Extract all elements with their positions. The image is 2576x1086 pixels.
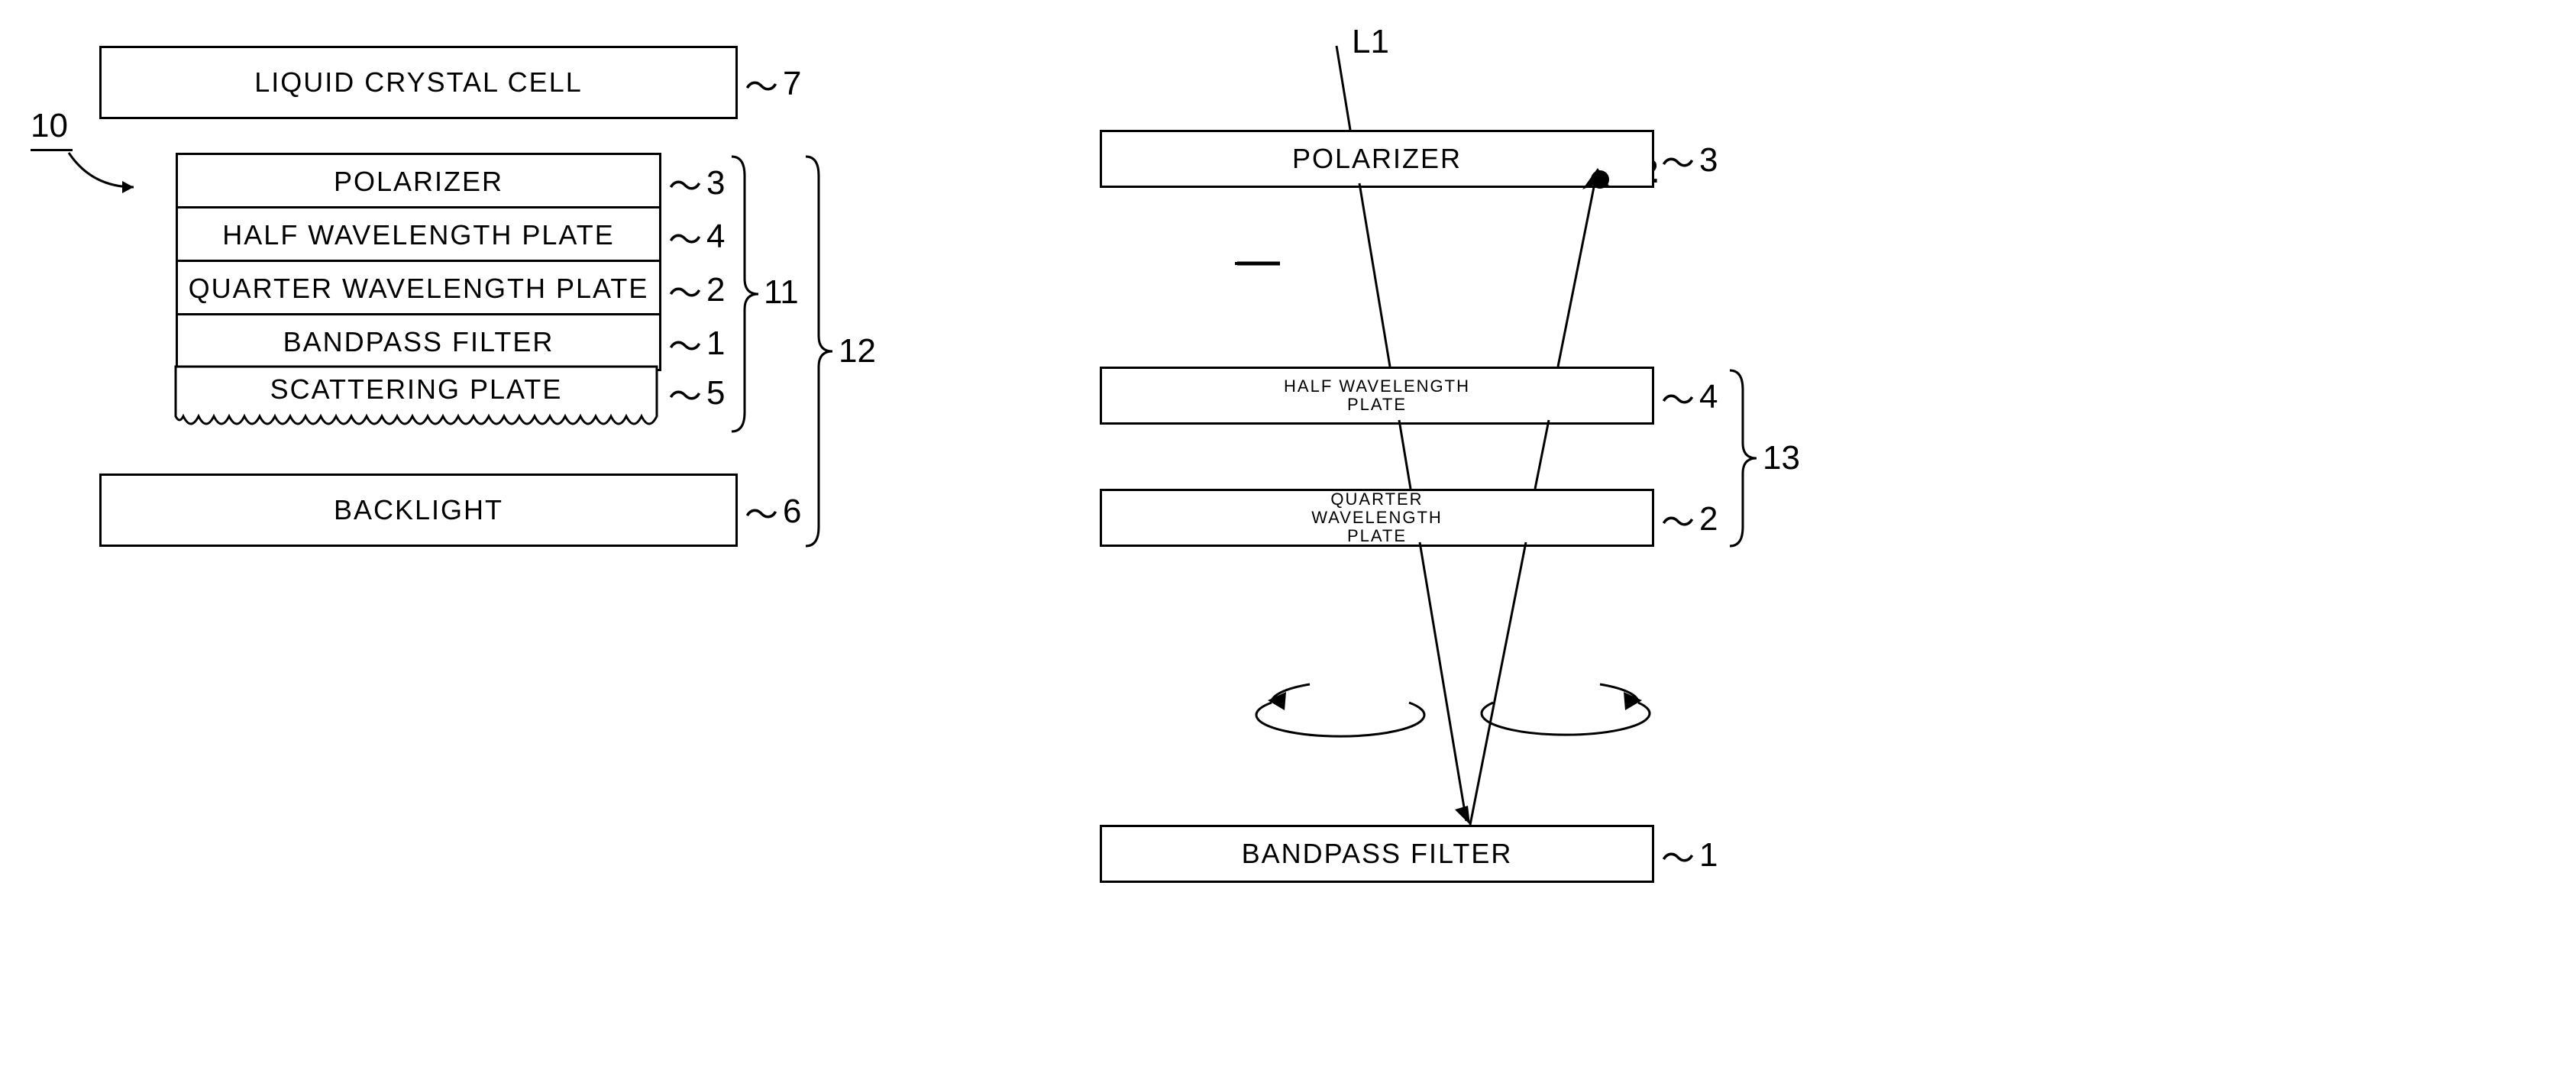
ref-4: 4 bbox=[706, 218, 725, 256]
ref-5: 5 bbox=[706, 374, 725, 412]
layer-label: LIQUID CRYSTAL CELL bbox=[254, 66, 582, 99]
layer-scattering: SCATTERING PLATE bbox=[176, 367, 657, 420]
layer-polarizer: POLARIZER bbox=[176, 153, 661, 211]
layer-label: BANDPASS FILTER bbox=[283, 326, 554, 358]
ref-2: 2 bbox=[706, 271, 725, 309]
ref-10-arrow bbox=[61, 137, 153, 199]
ref-1: 1 bbox=[706, 325, 725, 363]
page: 10 LIQUID CRYSTAL CELL 〜 7 POLARIZER 〜 3… bbox=[31, 31, 2545, 1023]
layer-backlight: BACKLIGHT bbox=[99, 474, 738, 547]
polarization-marker bbox=[1008, 31, 1848, 909]
left-figure: 10 LIQUID CRYSTAL CELL 〜 7 POLARIZER 〜 3… bbox=[31, 31, 871, 756]
layer-bandpass: BANDPASS FILTER bbox=[176, 313, 661, 371]
layer-label: QUARTER WAVELENGTH PLATE bbox=[189, 273, 649, 305]
layer-label: SCATTERING PLATE bbox=[176, 367, 657, 412]
ref-11: 11 bbox=[764, 273, 799, 312]
layer-liquid-crystal-cell: LIQUID CRYSTAL CELL bbox=[99, 46, 738, 119]
ref-6: 6 bbox=[783, 493, 801, 531]
ref-7: 7 bbox=[783, 65, 801, 103]
ref-3: 3 bbox=[706, 164, 725, 202]
layer-quarter-wave: QUARTER WAVELENGTH PLATE bbox=[176, 260, 661, 318]
layer-label: HALF WAVELENGTH PLATE bbox=[222, 219, 614, 251]
layer-label: POLARIZER bbox=[334, 166, 503, 198]
ref-12: 12 bbox=[839, 332, 876, 370]
right-figure: L1 L2 POLARIZER 〜 3 HALF WAVELENGTH PLAT… bbox=[1008, 31, 1848, 1023]
layer-half-wave: HALF WAVELENGTH PLATE bbox=[176, 206, 661, 264]
layer-label: BACKLIGHT bbox=[334, 494, 503, 526]
